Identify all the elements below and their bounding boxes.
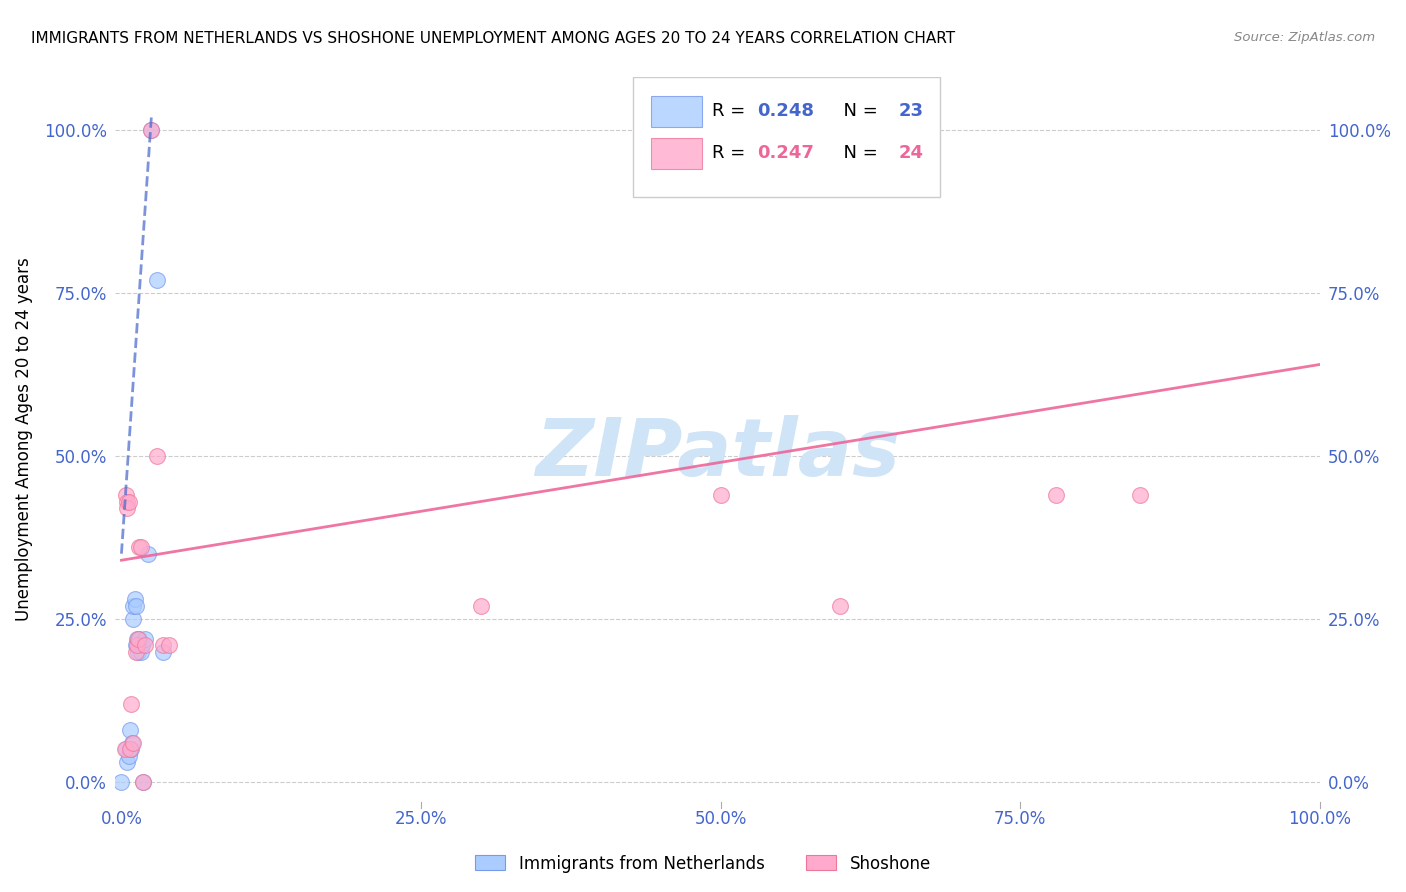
- Point: [128, 540, 150, 554]
- Point: [709, 488, 731, 502]
- Point: [131, 638, 153, 652]
- Point: [132, 775, 155, 789]
- Point: [830, 599, 852, 613]
- Point: [118, 742, 141, 756]
- Text: R =: R =: [711, 145, 751, 162]
- Point: [115, 742, 138, 756]
- Point: [470, 599, 492, 613]
- Point: [120, 697, 142, 711]
- Text: 0.248: 0.248: [758, 103, 814, 120]
- Text: N =: N =: [832, 145, 883, 162]
- Text: ZIPatlas: ZIPatlas: [536, 415, 900, 493]
- Point: [114, 742, 136, 756]
- Point: [115, 488, 138, 502]
- Point: [152, 638, 174, 652]
- Point: [128, 632, 150, 646]
- Point: [141, 122, 163, 136]
- Legend: Immigrants from Netherlands, Shoshone: Immigrants from Netherlands, Shoshone: [468, 848, 938, 880]
- Text: R =: R =: [711, 103, 751, 120]
- Point: [117, 494, 139, 508]
- Point: [152, 644, 174, 658]
- Point: [122, 599, 145, 613]
- Point: [136, 547, 159, 561]
- Point: [132, 775, 155, 789]
- Point: [124, 592, 146, 607]
- Point: [1129, 488, 1152, 502]
- Point: [1045, 488, 1067, 502]
- Point: [125, 644, 148, 658]
- FancyBboxPatch shape: [633, 78, 941, 197]
- Point: [129, 540, 152, 554]
- Text: 0.247: 0.247: [758, 145, 814, 162]
- Point: [134, 632, 156, 646]
- Point: [122, 612, 145, 626]
- Text: 23: 23: [898, 103, 924, 120]
- Point: [117, 748, 139, 763]
- Text: N =: N =: [832, 103, 883, 120]
- Point: [125, 599, 148, 613]
- Point: [125, 638, 148, 652]
- Point: [141, 122, 163, 136]
- Point: [127, 644, 149, 658]
- Text: IMMIGRANTS FROM NETHERLANDS VS SHOSHONE UNEMPLOYMENT AMONG AGES 20 TO 24 YEARS C: IMMIGRANTS FROM NETHERLANDS VS SHOSHONE …: [31, 31, 955, 46]
- Point: [129, 644, 152, 658]
- Point: [110, 775, 132, 789]
- Point: [117, 756, 139, 770]
- Point: [146, 273, 169, 287]
- Point: [125, 638, 148, 652]
- Point: [118, 723, 141, 737]
- Point: [120, 742, 142, 756]
- Point: [157, 638, 180, 652]
- Point: [121, 736, 143, 750]
- Point: [122, 736, 145, 750]
- FancyBboxPatch shape: [651, 138, 702, 169]
- Point: [117, 494, 139, 508]
- Text: 24: 24: [898, 145, 924, 162]
- Point: [117, 501, 139, 516]
- Text: Source: ZipAtlas.com: Source: ZipAtlas.com: [1234, 31, 1375, 45]
- FancyBboxPatch shape: [651, 96, 702, 127]
- Point: [146, 449, 169, 463]
- Point: [125, 632, 148, 646]
- Y-axis label: Unemployment Among Ages 20 to 24 years: Unemployment Among Ages 20 to 24 years: [15, 258, 32, 622]
- Point: [134, 638, 156, 652]
- Point: [127, 632, 149, 646]
